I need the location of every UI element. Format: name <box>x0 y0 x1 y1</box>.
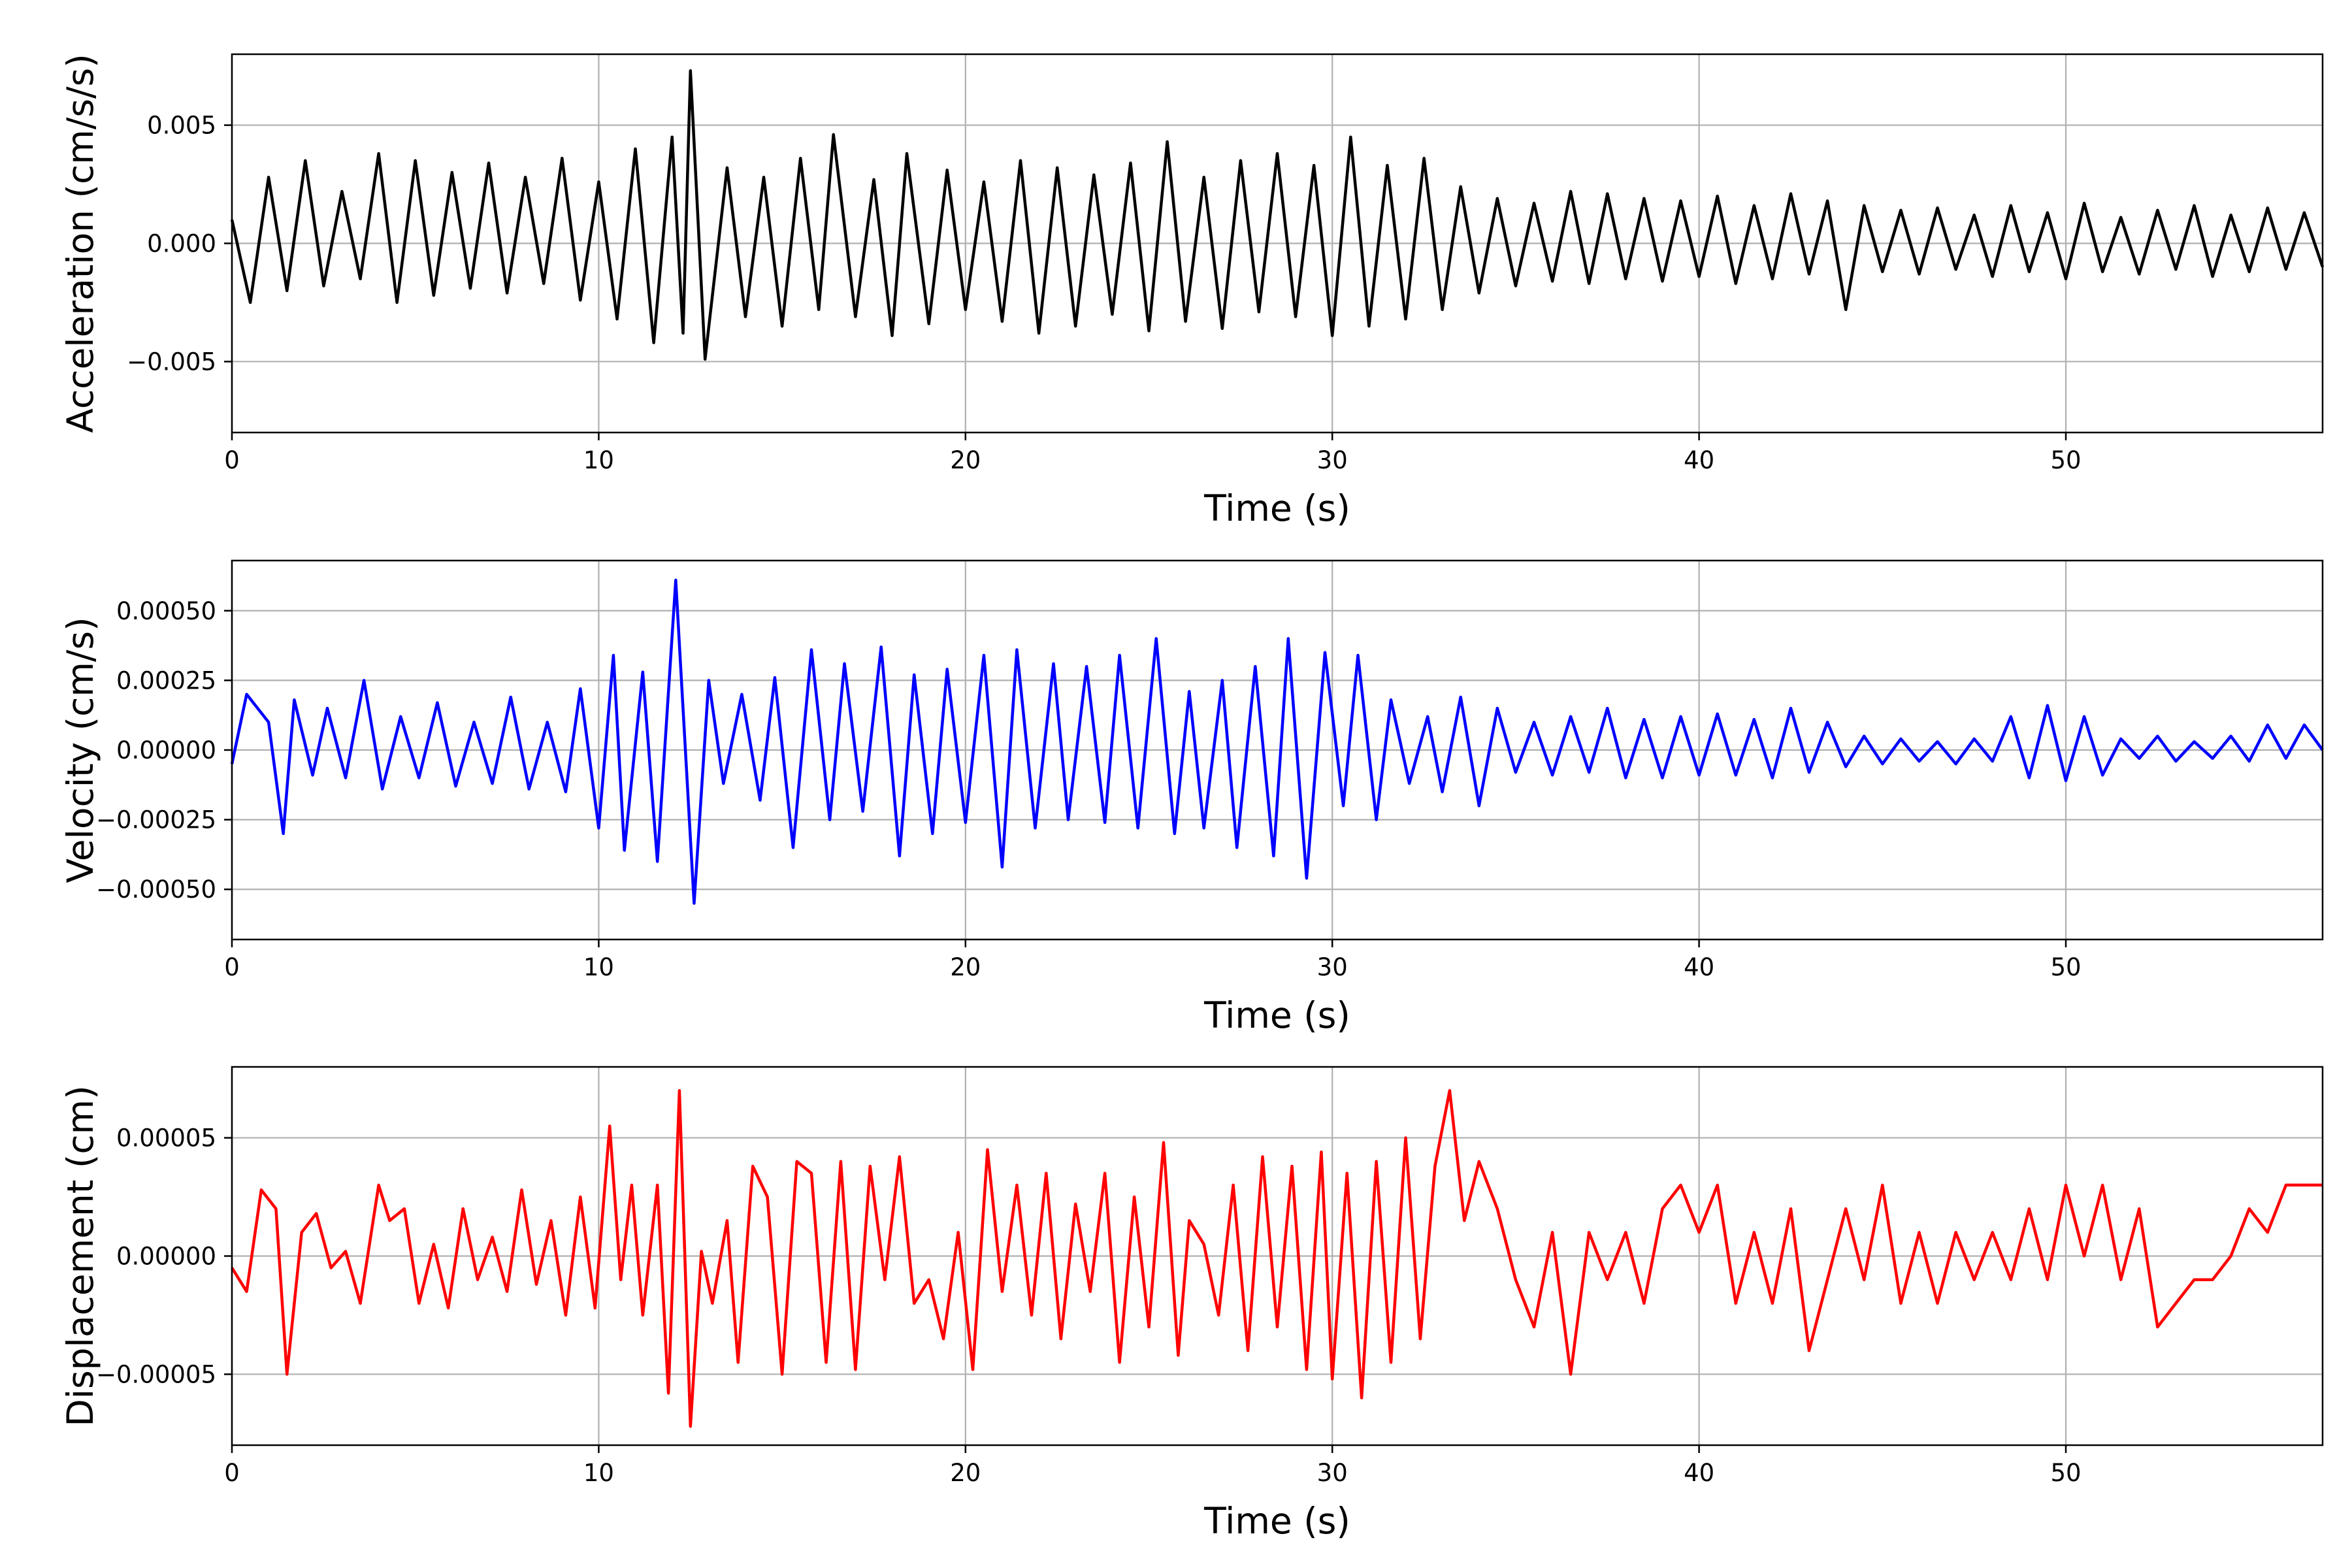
velocity-panel: 0 10 20 30 40 50 −0.00050 −0.00025 0.00000 0.0002… <box>59 559 2324 1036</box>
displacement-xlabel: Time (s) <box>1203 1500 1350 1542</box>
acceleration-xtick-label-1: 10 <box>583 446 614 474</box>
displacement-panel: 0 10 20 30 40 50 −0.00005 0.00000 0.00005 Time (s… <box>59 1066 2324 1542</box>
velocity-ytick-label-3: 0.00025 <box>116 666 216 694</box>
acceleration-xlabel: Time (s) <box>1203 487 1350 529</box>
velocity-xtick-label-3: 30 <box>1317 953 1348 981</box>
acceleration-ytick-label-0: −0.005 <box>127 348 216 376</box>
velocity-ytick-label-0: −0.00050 <box>96 875 216 904</box>
displacement-ylabel: Displacement (cm) <box>59 1085 101 1426</box>
displacement-series-line <box>231 1088 2323 1428</box>
acceleration-ytick-label-1: 0.000 <box>147 230 216 258</box>
displacement-ytick-label-1: 0.00000 <box>116 1243 216 1271</box>
velocity-xtick-label-1: 10 <box>583 953 614 981</box>
velocity-xtick-label-4: 40 <box>1684 953 1714 981</box>
velocity-xtick-label-2: 20 <box>950 953 981 981</box>
velocity-ylabel: Velocity (cm/s) <box>59 617 101 883</box>
acceleration-xtick-label-4: 40 <box>1684 446 1714 474</box>
displacement-xtick-label-5: 50 <box>2050 1459 2081 1487</box>
displacement-xtick-label-0: 0 <box>224 1459 240 1487</box>
displacement-xtick-label-3: 30 <box>1317 1459 1348 1487</box>
velocity-ytick-label-2: 0.00000 <box>116 736 216 764</box>
velocity-series-line <box>230 578 2324 905</box>
acceleration-xtick-label-0: 0 <box>224 446 240 474</box>
acceleration-panel: 0 10 20 30 40 50 −0.005 0.000 0.005 Time (s) Accel… <box>59 53 2325 529</box>
displacement-xtick-label-4: 40 <box>1684 1459 1714 1487</box>
acceleration-ytick-label-2: 0.005 <box>147 112 216 140</box>
acceleration-xtick-label-5: 50 <box>2050 446 2081 474</box>
acceleration-xtick-label-2: 20 <box>950 446 981 474</box>
displacement-xtick-label-1: 10 <box>583 1459 614 1487</box>
velocity-ytick-label-4: 0.00050 <box>116 597 216 625</box>
velocity-ytick-label-1: −0.00025 <box>96 806 216 834</box>
velocity-xtick-label-0: 0 <box>224 953 240 981</box>
velocity-xtick-label-5: 50 <box>2050 953 2081 981</box>
velocity-xlabel: Time (s) <box>1203 994 1350 1036</box>
acceleration-ylabel: Acceleration (cm/s/s) <box>59 54 101 433</box>
acceleration-xtick-label-3: 30 <box>1317 446 1348 474</box>
displacement-ytick-label-2: 0.00005 <box>116 1124 216 1152</box>
acceleration-series-line <box>230 69 2325 361</box>
displacement-ytick-label-0: −0.00005 <box>96 1360 216 1388</box>
displacement-xtick-label-2: 20 <box>950 1459 981 1487</box>
